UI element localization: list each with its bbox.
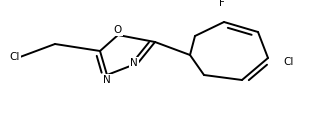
Text: N: N — [130, 58, 138, 68]
Text: O: O — [114, 25, 122, 35]
Text: F: F — [219, 0, 225, 8]
Text: Cl: Cl — [283, 57, 293, 67]
Text: Cl: Cl — [10, 52, 20, 62]
Text: N: N — [103, 75, 111, 85]
